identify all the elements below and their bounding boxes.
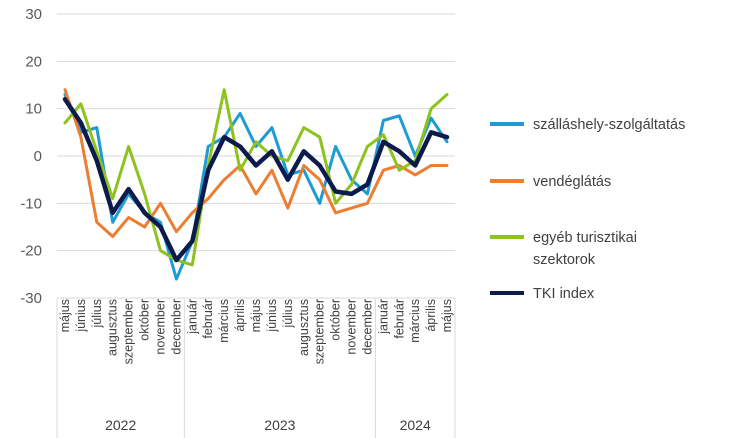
x-tick-label: december bbox=[169, 299, 183, 355]
y-tick-label: -10 bbox=[20, 195, 42, 212]
y-tick-label: -30 bbox=[20, 290, 42, 307]
x-tick-label: szeptember bbox=[313, 299, 327, 364]
x-axis: május június július augusztus szeptember októ… bbox=[56, 298, 456, 438]
y-axis-tick-labels: 30 20 10 0 -10 -20 -30 bbox=[20, 6, 42, 307]
x-tick-label: augusztus bbox=[297, 299, 311, 356]
x-tick-label: október bbox=[329, 299, 343, 341]
legend-label: egyéb turisztikai bbox=[533, 230, 637, 246]
legend: szálláshely-szolgáltatás vendéglátás egyéb… bbox=[490, 117, 685, 302]
x-tick-label: február bbox=[392, 299, 406, 339]
legend-label: vendéglátás bbox=[533, 174, 611, 190]
x-tick-label: június bbox=[265, 299, 279, 333]
x-tick-label: március bbox=[217, 299, 231, 343]
x-tick-label: május bbox=[58, 299, 72, 332]
x-tick-label: október bbox=[138, 299, 152, 341]
series-line bbox=[63, 88, 449, 267]
x-tick-label: november bbox=[345, 299, 359, 355]
series-line bbox=[63, 93, 449, 281]
x-tick-label: szeptember bbox=[122, 299, 136, 364]
x-tick-label: május bbox=[249, 299, 263, 332]
gridlines bbox=[57, 13, 455, 299]
x-tick-label: november bbox=[153, 299, 167, 355]
legend-label: szektorok bbox=[533, 252, 596, 268]
x-tick-label: december bbox=[360, 299, 374, 355]
x-tick-label: július bbox=[90, 299, 104, 329]
series-line bbox=[62, 96, 450, 263]
x-tick-label: január bbox=[185, 299, 199, 335]
legend-label: TKI index bbox=[533, 286, 595, 302]
year-label: 2024 bbox=[400, 417, 431, 433]
y-tick-label: 30 bbox=[25, 6, 42, 23]
x-tick-label: július bbox=[281, 299, 295, 329]
x-tick-label: április bbox=[424, 299, 438, 332]
y-tick-label: 10 bbox=[25, 101, 42, 118]
x-tick-label: február bbox=[201, 299, 215, 339]
x-tick-label: augusztus bbox=[106, 299, 120, 356]
series-line bbox=[63, 88, 449, 238]
x-tick-label: március bbox=[408, 299, 422, 343]
year-label: 2022 bbox=[105, 417, 136, 433]
y-tick-label: -20 bbox=[20, 243, 42, 260]
y-tick-label: 0 bbox=[34, 148, 42, 165]
x-tick-label: január bbox=[376, 299, 390, 335]
x-tick-label: május bbox=[440, 299, 454, 332]
y-tick-label: 20 bbox=[25, 53, 42, 70]
x-tick-label: április bbox=[233, 299, 247, 332]
series-lines bbox=[62, 88, 450, 281]
x-tick-label: június bbox=[74, 299, 88, 333]
legend-label: szálláshely-szolgáltatás bbox=[533, 117, 685, 133]
year-label: 2023 bbox=[264, 417, 295, 433]
